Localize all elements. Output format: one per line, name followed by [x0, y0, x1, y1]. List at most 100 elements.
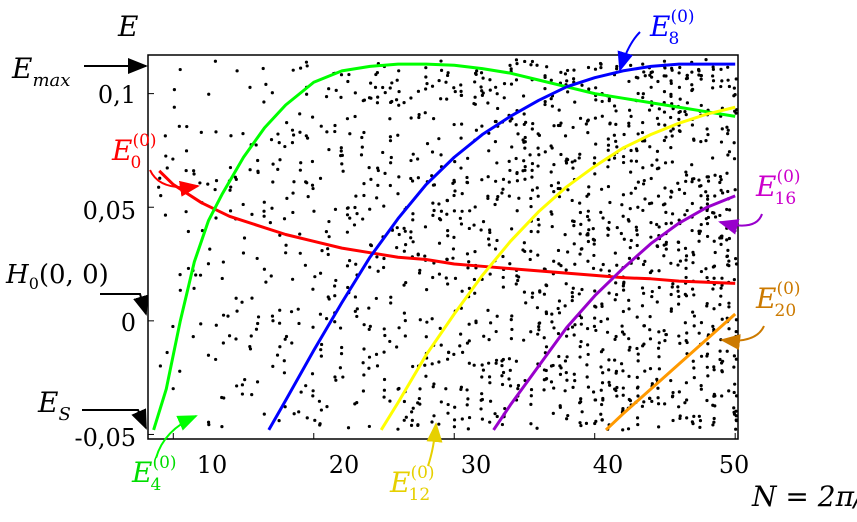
spectrum-dot: [502, 82, 507, 86]
spectrum-dot: [416, 423, 420, 428]
spectrum-dot: [375, 364, 380, 368]
spectrum-dot: [734, 77, 738, 81]
spectrum-dot: [452, 235, 456, 240]
spectrum-dot: [705, 275, 709, 280]
spectrum-dot: [613, 298, 617, 302]
spectrum-dot: [482, 334, 486, 338]
spectrum-dot: [199, 130, 203, 134]
spectrum-dot: [706, 194, 710, 198]
spectrum-dot: [382, 327, 386, 331]
spectrum-dot: [310, 183, 315, 187]
spectrum-dot: [579, 222, 583, 226]
spectrum-dot: [593, 116, 598, 120]
spectrum-dot: [713, 194, 717, 198]
spectrum-dot: [614, 334, 618, 339]
spectrum-dot: [396, 133, 400, 137]
spectrum-dot: [699, 387, 703, 391]
spectrum-dot: [530, 188, 535, 192]
spectrum-dot: [376, 95, 380, 99]
spectrum-dot: [431, 385, 435, 389]
spectrum-dot: [521, 169, 525, 173]
spectrum-dot: [333, 123, 337, 128]
spectrum-dot: [636, 91, 640, 96]
spectrum-dot: [648, 73, 652, 77]
spectrum-dot: [621, 309, 625, 314]
spectrum-dot: [178, 288, 182, 292]
spectrum-dot: [669, 81, 673, 85]
spectrum-dot: [481, 368, 486, 372]
spectrum-dot: [732, 94, 736, 98]
spectrum-dot: [587, 192, 591, 196]
spectrum-dot: [620, 330, 625, 334]
spectrum-dot: [634, 225, 638, 229]
spectrum-dot: [657, 355, 661, 359]
spectrum-dot: [495, 238, 499, 243]
spectrum-dot: [536, 217, 540, 222]
spectrum-dot: [705, 398, 709, 403]
spectrum-dot: [305, 136, 310, 140]
spectrum-dot: [418, 318, 422, 322]
spectrum-dot: [198, 273, 203, 277]
y-tick-label: -0,05: [74, 424, 136, 452]
spectrum-dot: [192, 286, 196, 290]
spectrum-dot: [726, 189, 730, 194]
spectrum-dot: [615, 394, 619, 398]
spectrum-dot: [732, 365, 736, 369]
spectrum-dot: [564, 282, 568, 286]
spectrum-dot: [397, 232, 401, 237]
spectrum-dot: [313, 275, 317, 279]
spectrum-dot: [663, 123, 667, 127]
spectrum-dot: [684, 112, 688, 117]
spectrum-dot: [706, 342, 710, 346]
spectrum-dot: [622, 132, 626, 137]
spectrum-dot: [566, 90, 570, 94]
spectrum-dot: [698, 425, 702, 429]
spectrum-dot: [359, 153, 364, 157]
spectrum-dot: [579, 400, 583, 404]
spectrum-dot: [304, 60, 309, 64]
spectrum-dot: [184, 168, 188, 173]
spectrum-dot: [727, 236, 731, 241]
spectrum-dot: [650, 70, 654, 74]
spectrum-dot: [655, 158, 659, 162]
spectrum-dot: [587, 87, 591, 91]
spectrum-dot: [704, 217, 708, 221]
spectrum-dot: [410, 418, 414, 422]
spectrum-dot: [559, 121, 563, 125]
spectrum-dot: [310, 115, 315, 119]
spectrum-dot: [565, 417, 569, 421]
spectrum-dot: [360, 135, 364, 140]
spectrum-dot: [725, 238, 729, 242]
annotation-e4: E(0) 4: [131, 453, 177, 495]
spectrum-dot: [402, 311, 406, 315]
spectrum-dot: [627, 256, 632, 261]
spectrum-dot: [557, 311, 562, 315]
spectrum-dot: [556, 123, 561, 128]
spectrum-dot: [733, 229, 737, 233]
spectrum-dot: [516, 386, 520, 391]
x-tick-label: 50: [719, 451, 750, 479]
spectrum-dot: [650, 382, 654, 386]
spectrum-dot: [528, 153, 532, 157]
spectrum-dot: [404, 243, 408, 247]
spectrum-dot: [501, 275, 505, 280]
spectrum-dot: [486, 308, 490, 312]
spectrum-dot: [418, 387, 422, 391]
spectrum-dot: [487, 361, 491, 365]
spectrum-dot: [599, 365, 603, 369]
spectrum-dot: [480, 417, 485, 421]
spectrum-dot: [586, 231, 590, 236]
spectrum-dot: [635, 346, 639, 351]
spectrum-dot: [670, 395, 675, 399]
spectrum-dot: [529, 387, 534, 392]
spectrum-dot: [712, 307, 716, 311]
spectrum-dot: [606, 137, 610, 141]
spectrum-dot: [704, 58, 708, 62]
spectrum-dot: [278, 233, 282, 237]
spectrum-dot: [657, 330, 661, 334]
spectrum-dot: [711, 423, 715, 427]
spectrum-dot: [535, 306, 540, 310]
spectrum-dot: [403, 334, 407, 338]
spectrum-dot: [626, 427, 631, 431]
spectrum-dot: [507, 377, 511, 381]
